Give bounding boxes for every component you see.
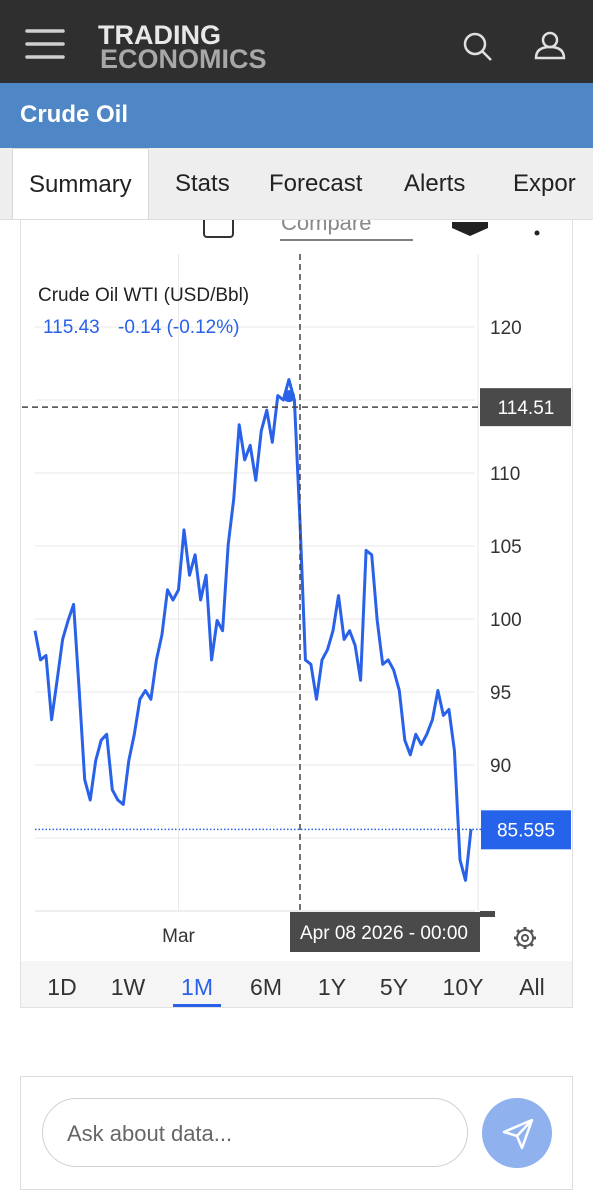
y-tick-label: 90 <box>490 756 511 777</box>
range-button[interactable]: 1D <box>47 974 77 1000</box>
last-price-box <box>481 810 571 850</box>
gear-hub <box>521 934 529 942</box>
gear-tooth <box>529 942 534 947</box>
tab[interactable]: Stats <box>175 170 230 197</box>
y-tick-label: 120 <box>490 318 522 339</box>
range-button[interactable]: 10Y <box>442 974 484 1000</box>
quote-price: 115.43 <box>43 317 100 338</box>
app-header: TRADING ECONOMICS <box>0 0 593 83</box>
title-bar: Crude Oil <box>0 83 593 148</box>
range-button[interactable]: 6M <box>250 974 282 1000</box>
download-icon[interactable] <box>452 222 488 236</box>
range-button[interactable]: 5Y <box>379 974 409 1000</box>
chart-card <box>20 200 573 1008</box>
chart-title: Crude Oil WTI (USD/Bbl) <box>38 285 249 306</box>
tab[interactable]: Forecast <box>269 170 363 197</box>
range-selector: 1D 1W 1M 6M 1Y 5Y 10Y All <box>21 961 572 1007</box>
gear-tooth <box>529 929 534 934</box>
send-button[interactable] <box>482 1098 552 1168</box>
date-tooltip-edge <box>480 911 495 917</box>
gear-tooth <box>516 929 521 934</box>
y-tick-label: 100 <box>490 610 522 631</box>
chat-placeholder: Ask about data... <box>67 1121 233 1146</box>
range-button[interactable]: All <box>519 974 545 1000</box>
price-line <box>33 378 473 882</box>
tab[interactable]: Expor <box>513 170 576 197</box>
x-tick-label: Mar <box>162 926 195 947</box>
crosshair-value-box <box>480 388 571 427</box>
gear-ring <box>516 929 534 947</box>
more-icon[interactable] <box>534 230 540 236</box>
settings-button[interactable] <box>514 927 536 949</box>
range-button[interactable]: 1Y <box>317 974 347 1000</box>
header-icons <box>25 29 566 61</box>
page-title: Crude Oil <box>20 101 129 128</box>
crosshair-value-label: 114.51 <box>498 398 555 419</box>
crosshair-point <box>283 390 295 403</box>
y-tick-label: 95 <box>490 683 511 704</box>
account-button[interactable] <box>534 31 566 60</box>
search-button[interactable] <box>463 32 492 61</box>
chat-card <box>20 1076 573 1190</box>
quote-change: -0.14 (-0.12%) <box>118 317 239 338</box>
tab-bar: Summary Stats Forecast Alerts Expor <box>0 148 593 220</box>
last-price-label: 85.595 <box>497 820 555 841</box>
tab[interactable]: Alerts <box>404 170 466 197</box>
date-tooltip-label: Apr 08 2026 - 00:00 <box>300 923 468 944</box>
tab[interactable]: Summary <box>12 148 149 219</box>
y-tick-label: 110 <box>490 464 520 485</box>
gear-tooth <box>516 942 521 947</box>
y-tick-label: 105 <box>490 537 522 558</box>
chat-input[interactable]: Ask about data... <box>42 1098 468 1167</box>
date-tooltip-box <box>290 912 480 952</box>
range-button[interactable]: 1M <box>173 961 221 1007</box>
brand-bottom[interactable]: ECONOMICS <box>100 44 267 74</box>
brand-top[interactable]: TRADING <box>98 20 221 50</box>
date-tooltip: Apr 08 2026 - 00:00 <box>290 912 480 952</box>
range-button[interactable]: 1W <box>110 974 146 1000</box>
menu-button[interactable] <box>25 29 65 59</box>
